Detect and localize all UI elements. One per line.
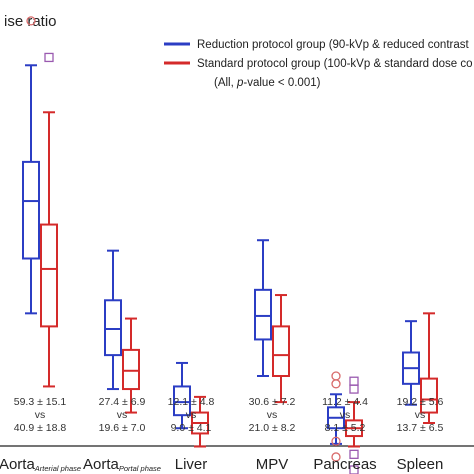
box-reduction-3 — [173, 361, 191, 430]
iqr-box — [173, 385, 191, 417]
stat-standard-3: 9.0 ± 4.1 — [171, 422, 212, 434]
box-standard-1 — [40, 52, 58, 388]
stat-standard-1: 40.9 ± 18.8 — [14, 422, 67, 434]
box-reduction-5 — [327, 371, 345, 462]
outlier-square — [349, 465, 359, 474]
stat-standard-6: 13.7 ± 6.5 — [397, 422, 444, 434]
stat-reduction-1: 59.3 ± 15.1 — [14, 396, 67, 408]
iqr-box — [22, 160, 40, 260]
x-tick-label-2: AortaPortal phase — [83, 456, 161, 473]
outlier-square — [349, 449, 359, 459]
box-reduction-2 — [104, 249, 122, 391]
stat-standard-2: 19.6 ± 7.0 — [99, 422, 146, 434]
outlier-circle — [26, 16, 36, 26]
stat-reduction-6: 19.2 ± 5.6 — [397, 396, 444, 408]
x-tick-label-subscript: Arterial phase — [34, 464, 81, 473]
legend: Reduction protocol group (90-kVp & reduc… — [164, 39, 473, 89]
outlier-square — [44, 52, 54, 63]
stat-vs-3: vs — [186, 409, 197, 421]
box-reduction-6 — [402, 320, 420, 406]
x-tick-label-5: Pancreas — [313, 456, 376, 473]
legend-note-prefix: (All, — [214, 77, 237, 89]
stat-vs-6: vs — [415, 409, 426, 421]
stat-reduction-2: 27.4 ± 6.9 — [99, 396, 146, 408]
outlier-circle — [331, 379, 341, 389]
outlier-circle — [331, 371, 341, 381]
legend-note-italic: p — [236, 77, 244, 89]
x-tick-label-main: Aorta — [0, 456, 35, 473]
box-standard-4 — [272, 294, 290, 404]
x-tick-label-subscript: Portal phase — [119, 464, 161, 473]
x-tick-label-main: Liver — [175, 456, 208, 473]
box-standard-6 — [420, 312, 438, 424]
stat-reduction-3: 12.1 ± 4.8 — [168, 396, 215, 408]
x-tick-labels: AortaArterial phase AortaPortal phase Live… — [0, 456, 443, 473]
stat-standard-4: 21.0 ± 8.2 — [249, 422, 296, 434]
x-tick-label-main: Pancreas — [313, 456, 376, 473]
x-tick-label-4: MPV — [256, 456, 289, 473]
box-reduction-4 — [254, 239, 272, 377]
legend-note-suffix: -value < 0.001) — [243, 77, 320, 89]
outlier-square — [349, 384, 359, 394]
iqr-box — [254, 288, 272, 341]
legend-label-standard: Standard protocol group (100-kVp & stand… — [197, 58, 473, 70]
stat-reduction-5: 11.2 ± 4.4 — [322, 396, 368, 408]
iqr-box — [104, 299, 122, 357]
iqr-box — [420, 377, 438, 414]
iqr-box — [272, 325, 290, 377]
box-standard-2 — [122, 317, 140, 414]
iqr-box — [122, 348, 140, 391]
chart-title: ise ratio — [4, 13, 57, 30]
x-tick-label-1: AortaArterial phase — [0, 456, 81, 473]
stat-vs-2: vs — [117, 409, 128, 421]
stat-vs-5: vs — [340, 409, 351, 421]
box-standard-5 — [345, 376, 363, 474]
iqr-box — [40, 223, 58, 328]
stat-vs-1: vs — [35, 409, 46, 421]
outlier-circle — [331, 436, 341, 446]
legend-note: (All, p-value < 0.001) — [214, 77, 321, 89]
x-tick-label-main: Aorta — [83, 456, 120, 473]
stat-standard-5: 8.1 ± 5.2 — [325, 422, 366, 434]
x-tick-label-main: Spleen — [397, 456, 444, 473]
stat-reduction-4: 30.6 ± 7.2 — [249, 396, 296, 408]
x-tick-label-3: Liver — [175, 456, 208, 473]
x-tick-label-main: MPV — [256, 456, 289, 473]
x-tick-label-6: Spleen — [397, 456, 444, 473]
box-standard-3 — [191, 395, 209, 448]
outlier-square — [349, 376, 359, 386]
stat-vs-4: vs — [267, 409, 278, 421]
legend-label-reduction: Reduction protocol group (90-kVp & reduc… — [197, 39, 469, 51]
outlier-circle — [331, 452, 341, 462]
box-reduction-1 — [22, 16, 40, 315]
boxes-layer — [22, 16, 438, 474]
